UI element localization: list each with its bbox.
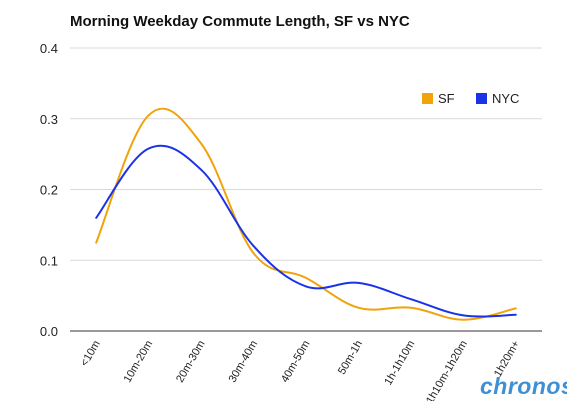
x-axis-ticks: <10m 10m-20m 20m-30m 30m-40m 40m-50m 50m-1h 1h…	[79, 339, 523, 401]
legend-swatch-sf	[422, 93, 433, 104]
x-tick-label: 10m-20m	[122, 339, 156, 385]
x-tick-label: 50m-1h	[336, 339, 365, 377]
legend-label-sf: SF	[438, 91, 455, 106]
legend-swatch-nyc	[476, 93, 487, 104]
x-tick-label: <10m	[79, 339, 103, 369]
x-tick-label: 30m-40m	[227, 339, 261, 385]
chart-title: Morning Weekday Commute Length, SF vs NY…	[70, 13, 410, 30]
y-tick-label: 0.1	[40, 253, 58, 268]
y-tick-label: 0.3	[40, 112, 58, 127]
series-line-sf	[95, 107, 517, 321]
x-tick-label: 1h-1h10m	[382, 339, 417, 388]
y-tick-label: 0.4	[40, 41, 58, 56]
legend: SF NYC	[422, 91, 519, 106]
x-tick-label: 1h10m-1h20m	[424, 339, 470, 401]
series-line-nyc	[95, 144, 517, 318]
x-tick-label: 40m-50m	[279, 339, 313, 385]
chronos-watermark: chronos	[480, 373, 567, 399]
y-tick-label: 0.2	[40, 183, 58, 198]
series-lines	[95, 107, 517, 321]
x-tick-label: 20m-30m	[174, 339, 208, 385]
legend-label-nyc: NYC	[492, 91, 519, 106]
y-axis-ticks: 0.0 0.1 0.2 0.3 0.4	[40, 41, 58, 339]
y-tick-label: 0.0	[40, 324, 58, 339]
grid	[70, 47, 542, 332]
